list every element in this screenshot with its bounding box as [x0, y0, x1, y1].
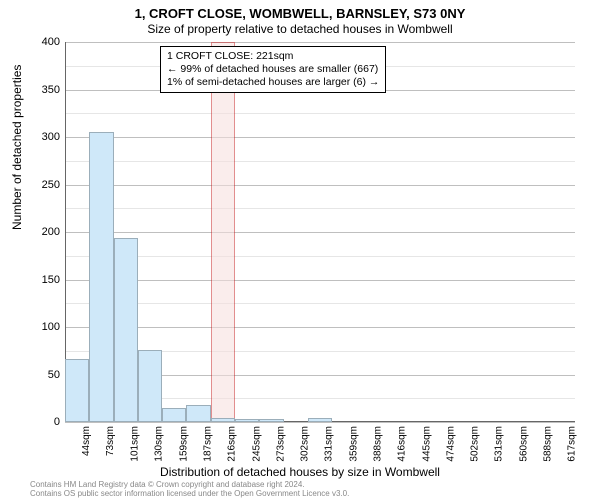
footer-attribution: Contains HM Land Registry data © Crown c… — [30, 480, 349, 498]
gridline-minor — [65, 113, 575, 114]
y-tick-label: 150 — [20, 274, 60, 286]
gridline-minor — [65, 303, 575, 304]
gridline — [65, 232, 575, 233]
annotation-line: 1 CROFT CLOSE: 221sqm — [167, 50, 379, 63]
y-tick-label: 200 — [20, 226, 60, 238]
gridline-minor — [65, 161, 575, 162]
gridline — [65, 327, 575, 328]
gridline-minor — [65, 208, 575, 209]
y-tick-label: 250 — [20, 179, 60, 191]
footer-line-1: Contains HM Land Registry data © Crown c… — [30, 480, 349, 489]
gridline — [65, 422, 575, 423]
annotation-line: 1% of semi-detached houses are larger (6… — [167, 76, 379, 89]
histogram-bar — [186, 405, 210, 422]
chart-subtitle: Size of property relative to detached ho… — [0, 22, 600, 36]
annotation-box: 1 CROFT CLOSE: 221sqm← 99% of detached h… — [160, 46, 386, 93]
histogram-bar — [138, 350, 162, 422]
histogram-bar — [162, 408, 186, 422]
y-tick-label: 50 — [20, 369, 60, 381]
histogram-bar — [235, 419, 259, 422]
histogram-bar — [89, 132, 113, 422]
histogram-bar — [259, 419, 283, 422]
y-tick-label: 400 — [20, 36, 60, 48]
footer-line-2: Contains OS public sector information li… — [30, 489, 349, 498]
histogram-bar — [211, 418, 235, 422]
chart-title-address: 1, CROFT CLOSE, WOMBWELL, BARNSLEY, S73 … — [0, 6, 600, 21]
annotation-line: ← 99% of detached houses are smaller (66… — [167, 63, 379, 76]
histogram-bar — [65, 359, 89, 422]
x-axis-label: Distribution of detached houses by size … — [0, 465, 600, 479]
gridline — [65, 137, 575, 138]
y-tick-label: 350 — [20, 84, 60, 96]
gridline — [65, 42, 575, 43]
y-tick-label: 0 — [20, 416, 60, 428]
y-tick-label: 100 — [20, 321, 60, 333]
y-tick-label: 300 — [20, 131, 60, 143]
gridline — [65, 280, 575, 281]
histogram-bar — [308, 418, 332, 422]
plot-area: 05010015020025030035040044sqm73sqm101sqm… — [65, 42, 575, 422]
gridline — [65, 185, 575, 186]
y-axis-label: Number of detached properties — [10, 65, 24, 230]
highlight-marker — [211, 42, 235, 422]
gridline-minor — [65, 256, 575, 257]
histogram-bar — [114, 238, 138, 422]
